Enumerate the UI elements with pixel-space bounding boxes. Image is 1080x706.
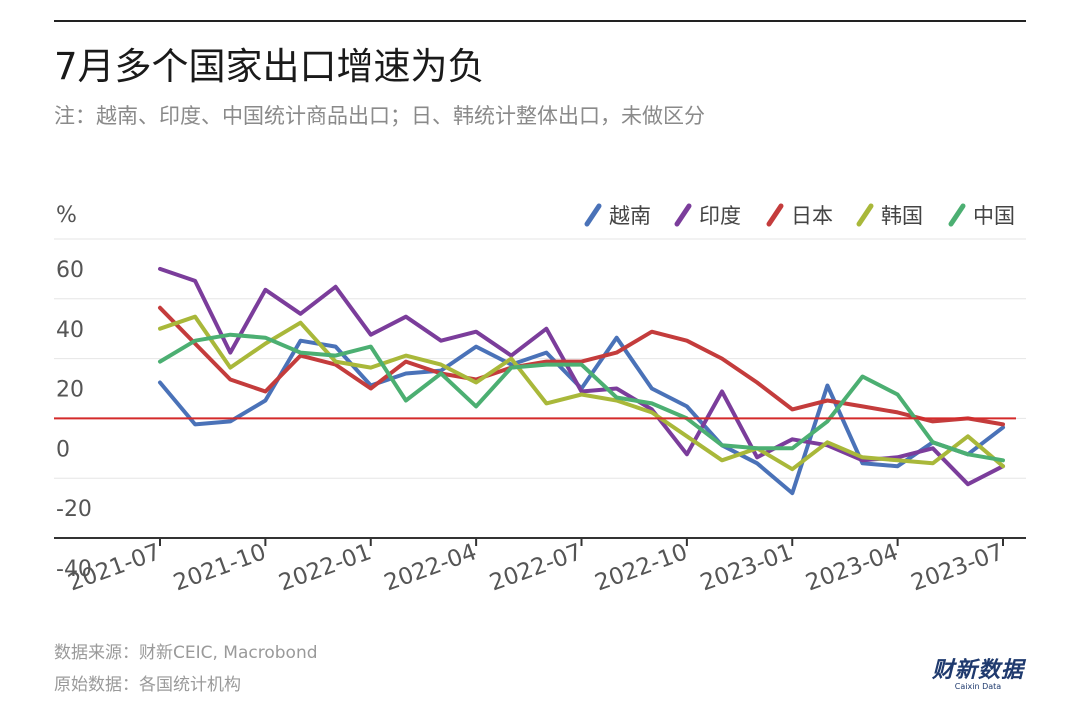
y-tick-labels: 60 40 20 0 -20 -40: [56, 258, 92, 582]
x-tick-label: 2022-04: [381, 539, 480, 596]
legend-label: 越南: [609, 204, 651, 228]
chart-subtitle: 注：越南、印度、中国统计商品出口；日、韩统计整体出口，未做区分: [54, 104, 705, 128]
x-tick-label: 2021-10: [170, 539, 269, 596]
legend-label: 印度: [699, 204, 741, 228]
legend-item-日本: 日本: [766, 203, 833, 228]
y-tick-label: 0: [56, 437, 70, 462]
legend-item-越南: 越南: [584, 203, 651, 228]
legend-swatch: [584, 203, 602, 227]
grid-lines: [54, 238, 1026, 479]
legend: 越南 印度 日本 韩国 中国: [584, 203, 1015, 228]
chart-title: 7月多个国家出口增速为负: [54, 45, 485, 88]
x-tick-label: 2023-01: [697, 539, 796, 596]
legend-swatch: [948, 203, 966, 227]
x-tick-label: 2022-10: [592, 539, 691, 596]
legend-label: 日本: [791, 204, 833, 228]
series-lines: [158, 266, 1005, 496]
y-tick-label: -40: [56, 557, 92, 582]
x-tick-label: 2022-07: [486, 539, 585, 596]
caixin-data-logo: 财新数据 Caixin Data: [928, 652, 1028, 691]
legend-item-中国: 中国: [948, 203, 1015, 228]
y-tick-label: 20: [56, 378, 84, 403]
x-tick-label: 2023-07: [908, 539, 1007, 596]
y-tick-label: 40: [56, 318, 84, 343]
top-rule: [54, 20, 1026, 22]
legend-label: 中国: [973, 204, 1015, 228]
y-tick-label: 60: [56, 258, 84, 283]
data-source-note: 数据来源：财新CEIC, Macrobond: [54, 643, 318, 663]
brand-name: 财新数据: [931, 658, 1024, 683]
x-tick-labels: 2021-07 2021-10 2022-01 2022-04 2022-07 2022-…: [65, 538, 1007, 597]
legend-swatch: [674, 203, 692, 227]
series-line-日本: [158, 305, 1005, 427]
series-line-印度: [158, 266, 1005, 487]
y-unit-label: %: [56, 203, 77, 228]
legend-swatch: [856, 203, 874, 227]
x-tick-label: 2021-07: [65, 539, 164, 596]
brand-subtitle: Caixin Data: [954, 682, 1002, 691]
series-line-韩国: [158, 314, 1005, 472]
x-tick-label: 2022-01: [276, 539, 375, 596]
y-tick-label: -20: [56, 497, 92, 522]
x-tick-label: 2023-04: [802, 539, 901, 596]
legend-label: 韩国: [881, 204, 923, 228]
legend-item-韩国: 韩国: [856, 203, 923, 228]
legend-swatch: [766, 203, 784, 227]
series-line-中国: [158, 332, 1005, 463]
original-data-note: 原始数据：各国统计机构: [54, 675, 241, 695]
legend-item-印度: 印度: [674, 203, 741, 228]
